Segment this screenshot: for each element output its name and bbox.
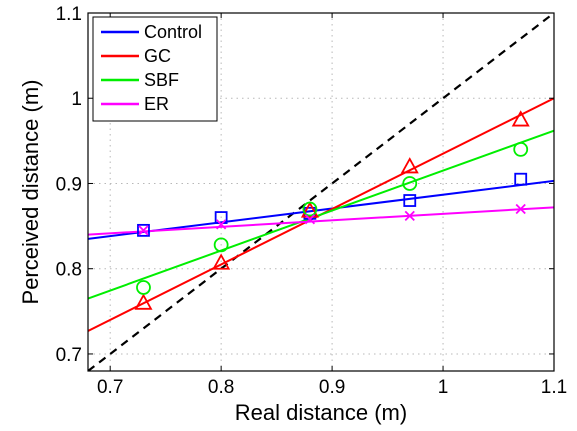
fit-line-er	[88, 206, 554, 236]
fit-line-sbf	[88, 129, 554, 300]
data-point-er-1	[216, 219, 227, 230]
data-point-gc-4	[511, 110, 530, 127]
y-tick-label-0: 0.7	[56, 345, 82, 366]
data-point-sbf-1	[213, 237, 229, 253]
y-tick-label-4: 1.1	[56, 4, 82, 25]
data-point-control-4	[514, 172, 528, 186]
x-tick-label-3: 1	[438, 377, 449, 398]
legend-label-gc: GC	[144, 46, 171, 66]
data-point-sbf-2	[302, 201, 318, 217]
legend-label-control: Control	[144, 22, 202, 42]
data-point-control-1	[214, 211, 228, 224]
legend: Control GC SBF ER	[92, 16, 218, 122]
tick-labels: 0.7 0.8 0.9 1 1.1 0.7 0.8 0.9 1 1.1	[56, 4, 568, 398]
x-axis-title: Real distance (m)	[235, 400, 407, 425]
data-point-control-0	[137, 223, 150, 237]
data-point-er-3	[404, 210, 415, 222]
plot-area	[88, 13, 554, 371]
y-tick-label-2: 0.9	[56, 174, 82, 195]
data-point-gc-1	[212, 253, 231, 270]
y-tick-label-3: 1	[71, 89, 82, 110]
legend-label-sbf: SBF	[144, 70, 179, 90]
data-point-gc-2	[300, 201, 319, 218]
plot-frame	[87, 12, 555, 372]
x-tick-label-1: 0.8	[208, 377, 234, 398]
legend-label-er: ER	[144, 94, 169, 114]
x-tick-label-0: 0.7	[97, 377, 123, 398]
y-axis-title: Perceived distance (m)	[18, 80, 43, 305]
data-point-control-3	[403, 194, 417, 207]
x-tick-label-2: 0.9	[319, 377, 345, 398]
data-point-er-0	[138, 225, 149, 236]
data-point-er-4	[515, 203, 526, 215]
data-point-gc-0	[134, 293, 153, 310]
data-point-sbf-4	[513, 141, 529, 157]
x-tick-label-4: 1.1	[541, 377, 567, 398]
data-point-sbf-3	[402, 176, 418, 191]
data-point-gc-3	[400, 157, 419, 174]
data-point-sbf-0	[136, 280, 151, 295]
y-tick-label-1: 0.8	[56, 260, 82, 281]
data-point-er-2	[304, 214, 316, 225]
